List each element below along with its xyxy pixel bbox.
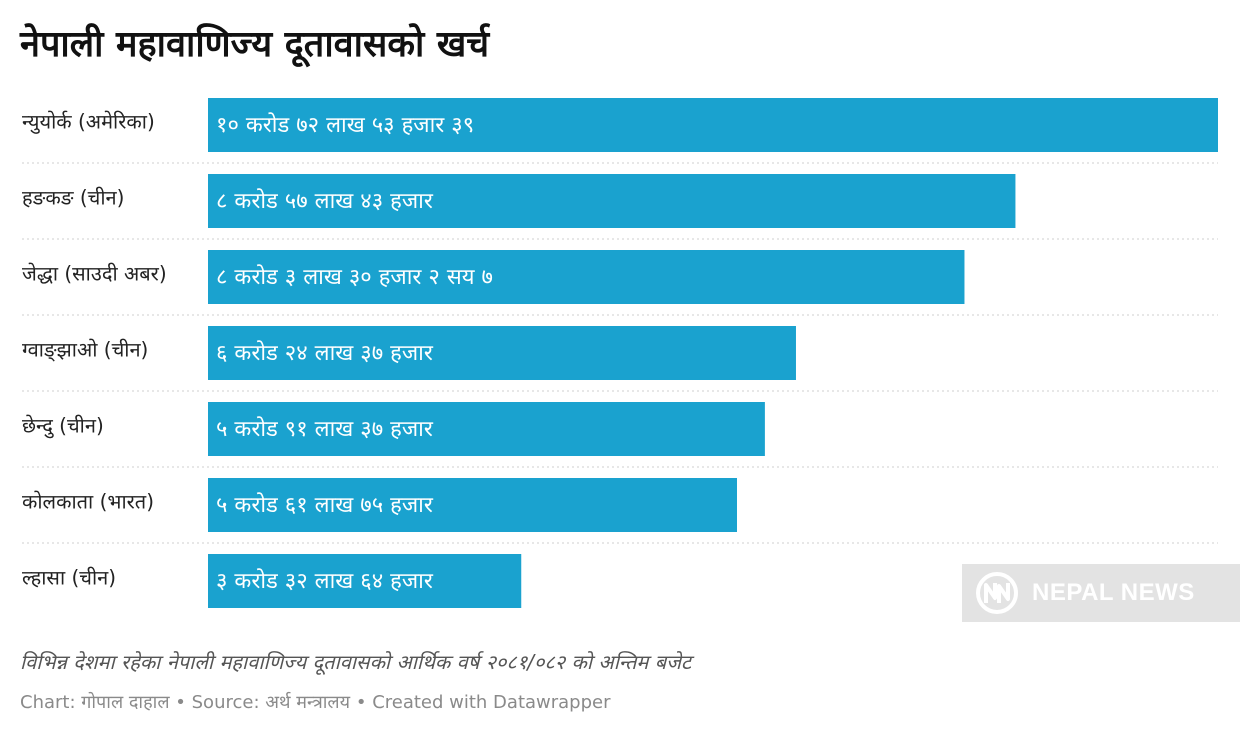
- chart-credit-prefix: Chart:: [20, 692, 76, 713]
- bar-chart: न्युयोर्क (अमेरिका) १० करोड ७२ लाख ५३ हजा…: [22, 98, 1218, 608]
- bar: [208, 402, 765, 456]
- bar-value-label: ६ करोड २४ लाख ३७ हजार: [216, 340, 434, 366]
- watermark: NEPAL NEWS: [962, 564, 1240, 622]
- chart-credits: Chart: गोपाल दाहाल • Source: अर्थ मन्त्र…: [20, 690, 611, 714]
- watermark-text: NEPAL NEWS: [1032, 579, 1195, 606]
- bar: [208, 98, 1218, 152]
- chart-description: विभिन्न देशमा रहेका नेपाली महावाणिज्य दू…: [20, 650, 692, 674]
- category-label: हङकङ (चीन): [22, 186, 124, 210]
- credit-separator: •: [175, 692, 186, 713]
- category-label: कोलकाता (भारत): [22, 490, 154, 514]
- chart-author: गोपाल दाहाल: [81, 692, 170, 713]
- source-name: अर्थ मन्त्रालय: [265, 692, 351, 713]
- bar-value-label: ५ करोड ९१ लाख ३७ हजार: [216, 416, 434, 442]
- bar-value-label: ८ करोड ३ लाख ३० हजार २ सय ७: [216, 264, 493, 290]
- category-label: न्युयोर्क (अमेरिका): [22, 110, 155, 135]
- source-prefix: Source:: [191, 692, 260, 713]
- category-label: ल्हासा (चीन): [22, 566, 116, 590]
- bar: [208, 326, 796, 380]
- credit-separator: •: [355, 692, 367, 713]
- created-with: Created with Datawrapper: [372, 692, 611, 713]
- category-label: छेन्दु (चीन): [22, 414, 104, 439]
- bar: [208, 250, 965, 304]
- bar: [208, 174, 1016, 228]
- bar-value-label: ८ करोड ५७ लाख ४३ हजार: [216, 188, 434, 214]
- bar: [208, 554, 522, 608]
- bar-value-label: १० करोड ७२ लाख ५३ हजार ३९: [216, 112, 474, 138]
- nepal-news-logo-icon: [976, 572, 1018, 614]
- bar: [208, 478, 737, 532]
- chart-title: नेपाली महावाणिज्य दूतावासको खर्च: [20, 24, 490, 65]
- category-label: ग्वाङ्झाओ (चीन): [22, 338, 148, 363]
- bar-value-label: ५ करोड ६१ लाख ७५ हजार: [216, 492, 434, 518]
- category-label: जेद्धा (साउदी अबर): [22, 262, 167, 286]
- bar-value-label: ३ करोड ३२ लाख ६४ हजार: [216, 568, 434, 594]
